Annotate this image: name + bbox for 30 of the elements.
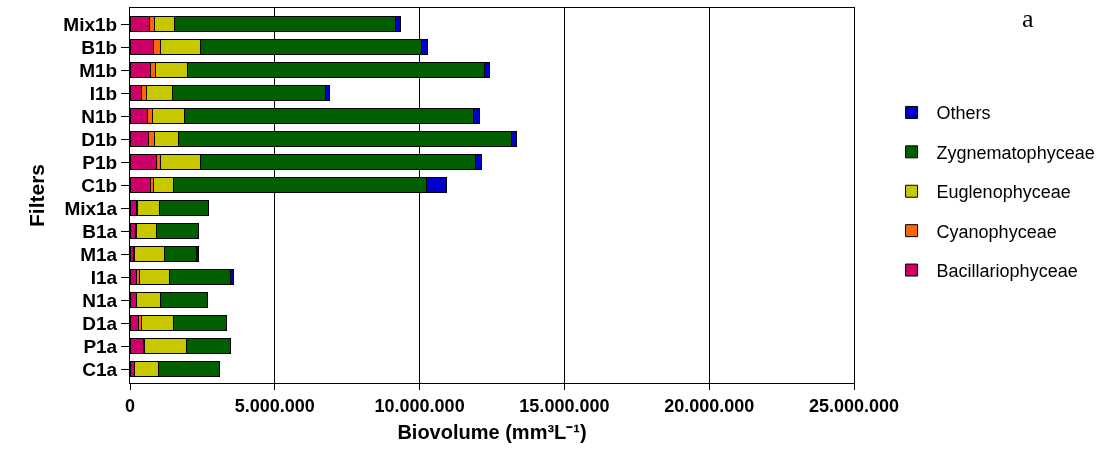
- legend-label: Euglenophyceae: [936, 182, 1071, 203]
- legend-label: Others: [936, 103, 991, 124]
- legend-label: Cyanophyceae: [936, 221, 1057, 242]
- text: a: [1022, 4, 1034, 33]
- x-tick-label: 0: [124, 395, 136, 416]
- y-axis-title: Filters: [25, 163, 49, 228]
- x-tick-label: 10.000.000: [374, 395, 465, 416]
- y-tick-label: N1a: [82, 289, 118, 311]
- y-tick-label: I1a: [90, 266, 118, 288]
- x-tick-label: 5.000.000: [234, 395, 315, 416]
- y-tick-label: B1a: [82, 220, 118, 242]
- y-tick-label: N1b: [81, 105, 118, 127]
- y-tick-label: C1b: [81, 174, 118, 196]
- x-tick-label: 15.000.000: [519, 395, 610, 416]
- x-axis-title: Biovolume (mm³L⁻¹): [397, 421, 587, 444]
- x-tick-label: 20.000.000: [664, 395, 755, 416]
- y-tick-label: M1b: [79, 59, 118, 81]
- y-tick-label: Mix1a: [64, 197, 118, 219]
- legend-label: Zygnematophyceae: [936, 142, 1095, 163]
- y-tick-label: I1b: [89, 82, 118, 104]
- y-tick-label: M1a: [80, 243, 118, 265]
- legend-label: Bacillariophyceae: [936, 261, 1078, 282]
- y-tick-label: B1b: [81, 36, 118, 58]
- y-tick-label: P1b: [82, 151, 118, 173]
- y-tick-label: Mix1b: [63, 13, 118, 35]
- x-tick-label: 25.000.000: [808, 395, 900, 416]
- y-tick-label: P1a: [83, 335, 118, 357]
- y-tick-label: C1a: [82, 358, 118, 380]
- y-tick-label: D1b: [81, 128, 118, 150]
- y-tick-label: D1a: [82, 312, 118, 334]
